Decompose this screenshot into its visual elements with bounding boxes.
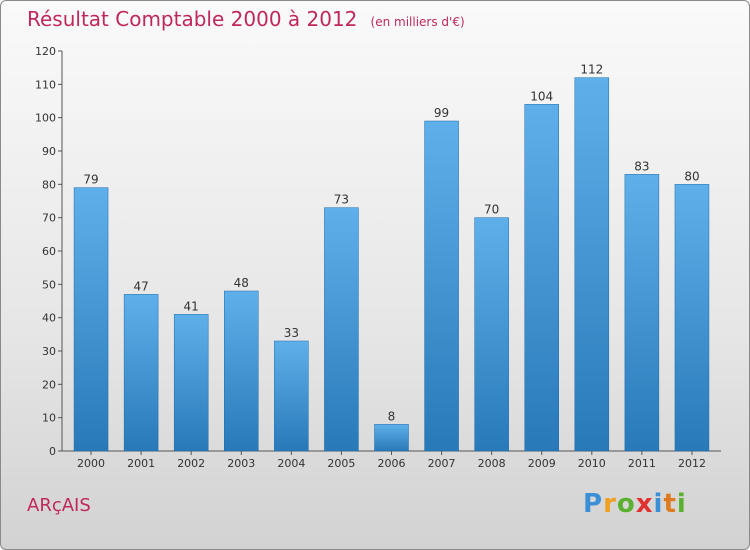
y-tick-label: 0: [49, 445, 56, 458]
bar-2009: [524, 104, 559, 452]
bar-2003: [224, 290, 259, 452]
logo-letter: o: [616, 489, 636, 519]
data-label-2004: 33: [284, 326, 299, 340]
y-tick-label: 20: [42, 378, 56, 391]
logo-letter: i: [676, 489, 687, 519]
x-tick-label-2006: 2006: [378, 457, 406, 470]
data-label-2001: 47: [133, 279, 148, 293]
x-tick-label-2004: 2004: [277, 457, 305, 470]
bar-2001: [123, 294, 159, 452]
commune-name: ARçAIS: [27, 495, 91, 516]
y-tick-label: 110: [35, 78, 56, 91]
data-label-2011: 83: [634, 159, 649, 173]
bar-2004: [274, 340, 309, 452]
x-tick-label-2007: 2007: [428, 457, 456, 470]
y-tick-label: 80: [42, 178, 56, 191]
y-tick-label: 100: [35, 112, 56, 125]
title-row: Résultat Comptable 2000 à 2012 (en milli…: [27, 7, 465, 31]
y-tick-label: 10: [42, 412, 56, 425]
bar-2002: [173, 314, 209, 452]
logo-letter: P: [583, 489, 604, 519]
x-tick-label-2002: 2002: [177, 457, 205, 470]
chart-subtitle: (en milliers d'€): [370, 15, 465, 29]
x-tick-label-2005: 2005: [327, 457, 355, 470]
x-tick-label-2000: 2000: [77, 457, 105, 470]
data-label-2008: 70: [484, 203, 499, 217]
bar-2007: [424, 120, 459, 452]
logo-letter: i: [653, 489, 664, 519]
bar-2011: [624, 174, 660, 452]
bar-2012: [674, 184, 710, 452]
data-label-2009: 104: [530, 89, 553, 103]
y-tick-label: 90: [42, 145, 56, 158]
x-tick-label-2001: 2001: [127, 457, 155, 470]
x-tick-label-2008: 2008: [478, 457, 506, 470]
bar-2000: [73, 187, 109, 452]
y-tick-label: 40: [42, 312, 56, 325]
data-label-2006: 8: [388, 409, 396, 423]
y-tick-label: 30: [42, 345, 56, 358]
bar-2005: [324, 207, 359, 452]
x-tick-label-2012: 2012: [678, 457, 706, 470]
data-label-2005: 73: [334, 193, 349, 207]
y-tick-label: 120: [35, 45, 56, 58]
data-label-2007: 99: [434, 106, 449, 120]
y-tick-label: 50: [42, 278, 56, 291]
x-tick-label-2011: 2011: [628, 457, 656, 470]
bar-2010: [574, 77, 610, 452]
x-tick-label-2003: 2003: [227, 457, 255, 470]
y-tick-label: 70: [42, 212, 56, 225]
logo-letter: x: [635, 489, 654, 519]
data-label-2003: 48: [234, 276, 249, 290]
logo-letter: t: [663, 489, 677, 519]
data-label-2012: 80: [684, 169, 699, 183]
data-label-2010: 112: [580, 63, 603, 77]
data-label-2002: 41: [184, 299, 199, 313]
x-tick-label-2010: 2010: [578, 457, 606, 470]
proxiti-logo: Proxiti: [583, 489, 687, 519]
logo-letter: r: [603, 489, 617, 519]
x-tick-label-2009: 2009: [528, 457, 556, 470]
bar-2006: [374, 424, 409, 452]
chart-title: Résultat Comptable 2000 à 2012: [27, 7, 358, 31]
data-label-2000: 79: [83, 173, 98, 187]
y-tick-label: 60: [42, 245, 56, 258]
bar-2008: [474, 217, 509, 452]
